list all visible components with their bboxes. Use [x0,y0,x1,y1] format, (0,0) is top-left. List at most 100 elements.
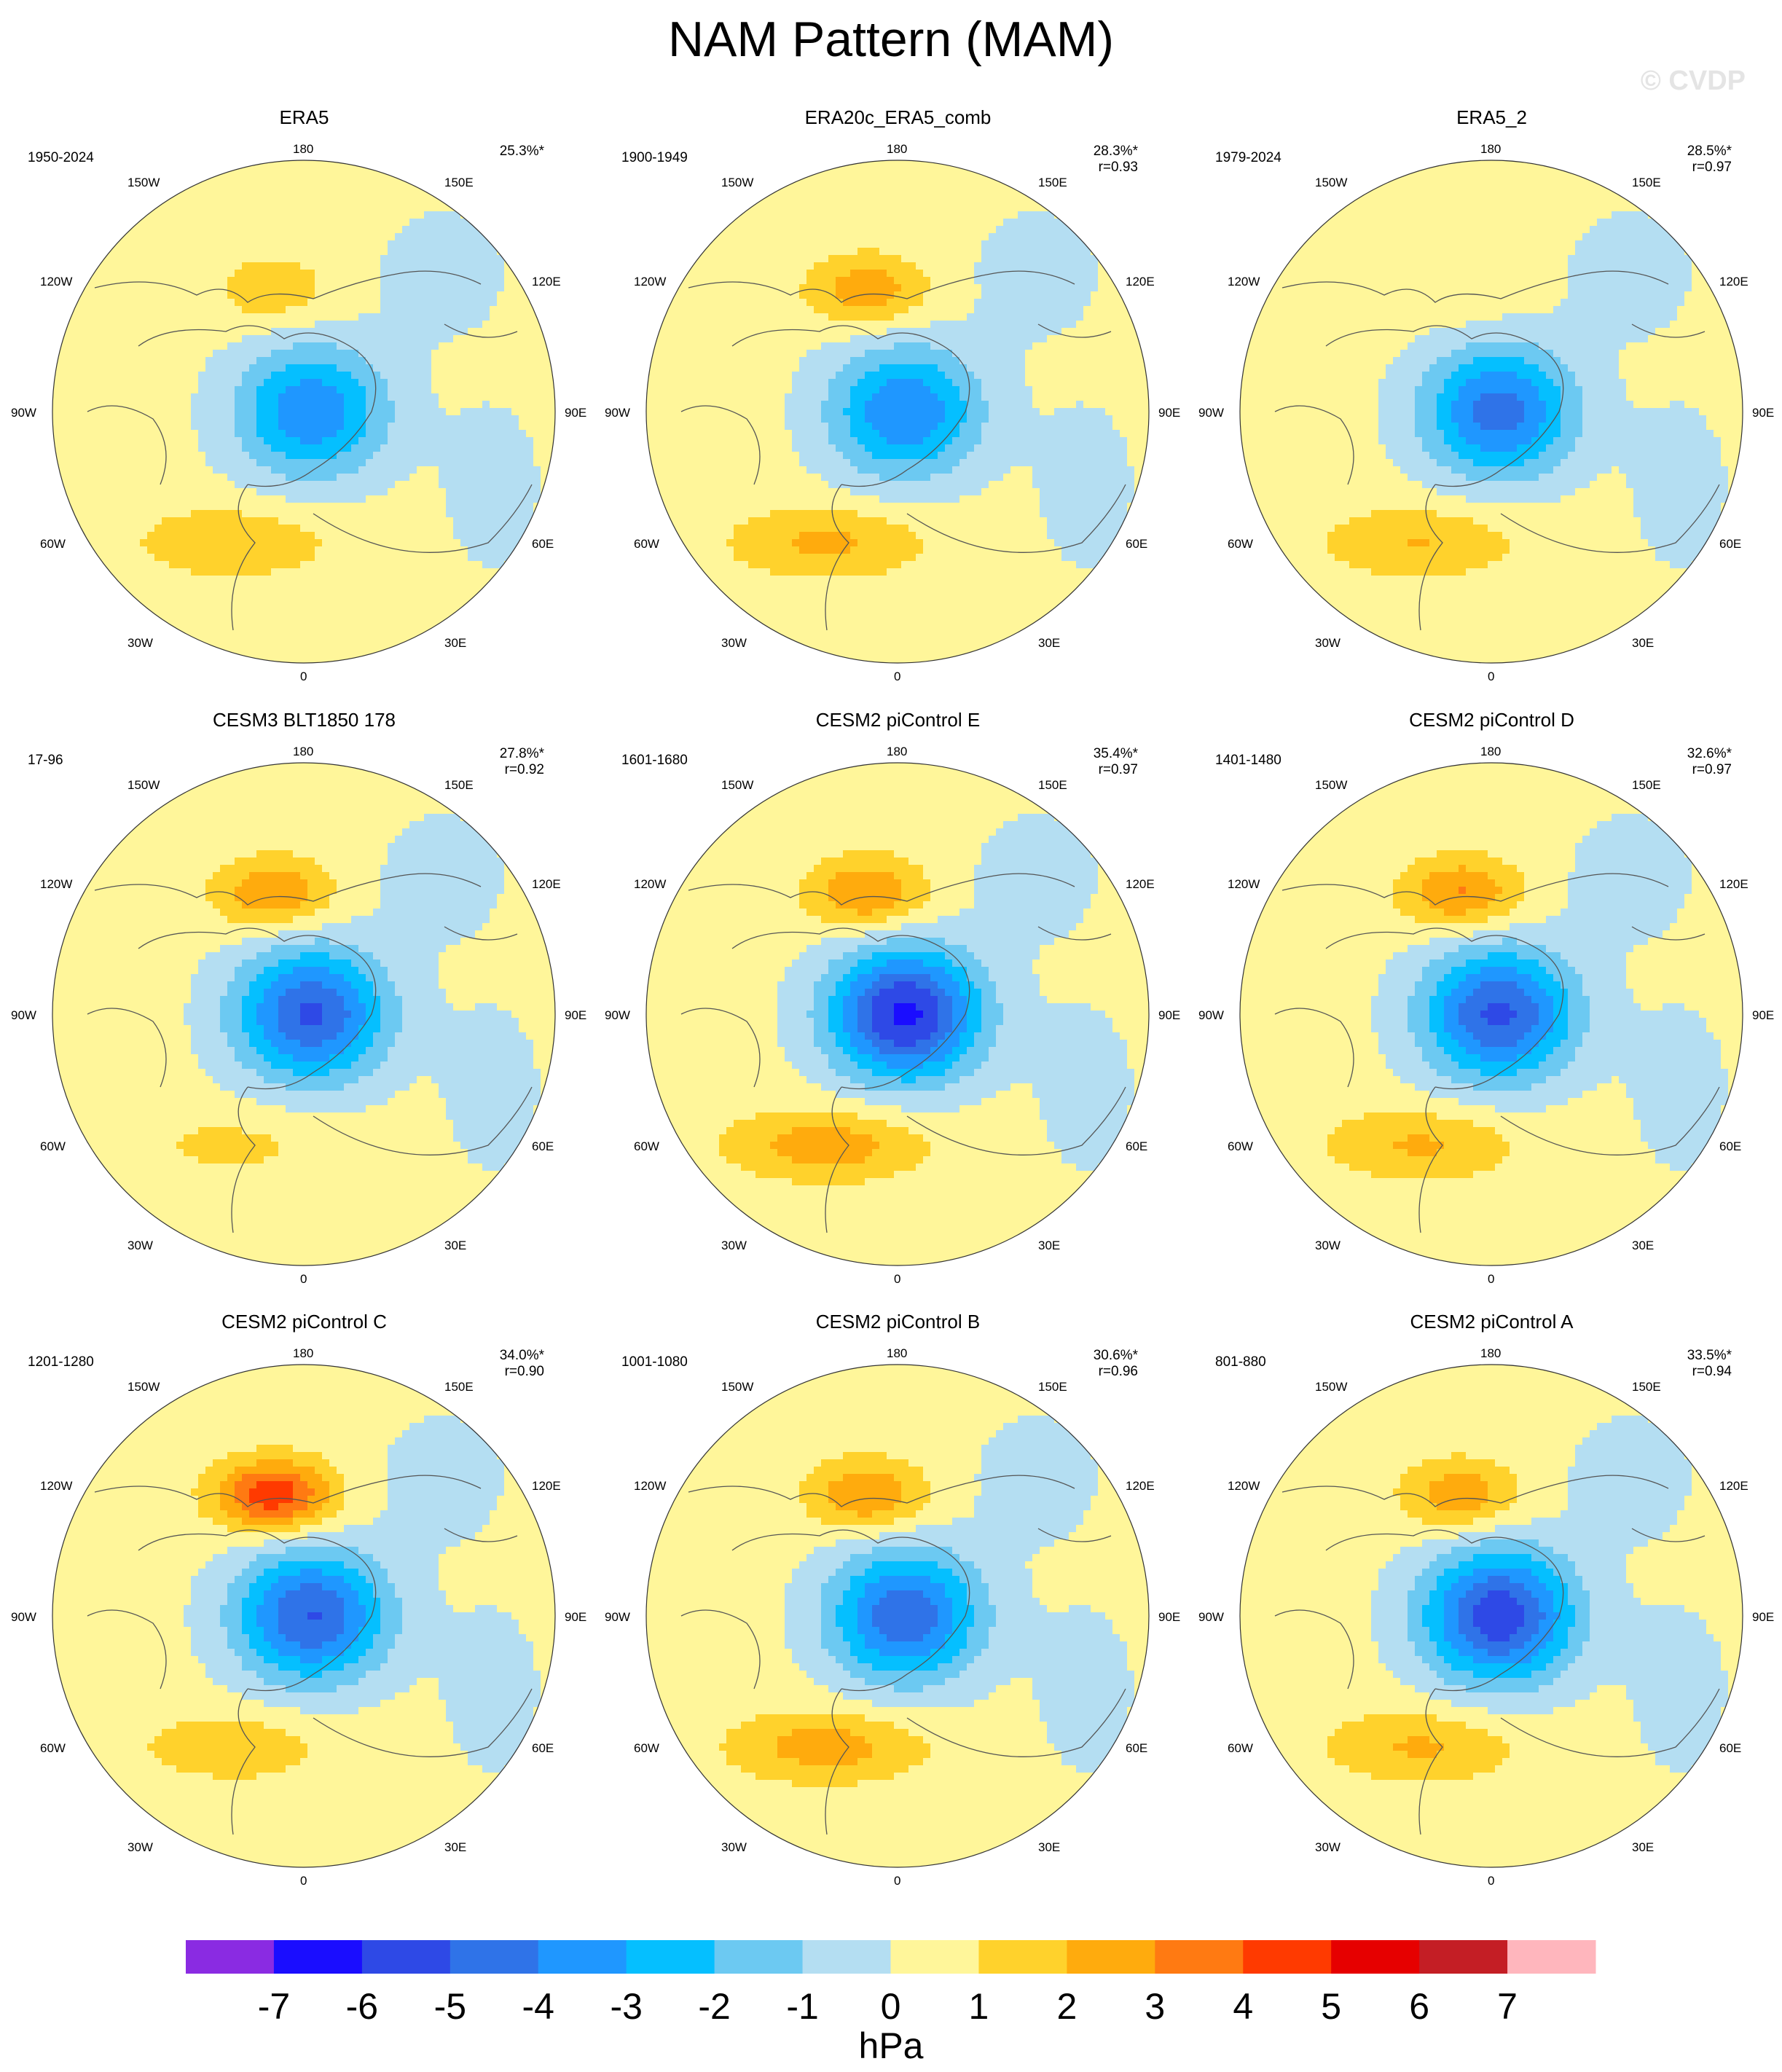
field-cell [519,408,527,416]
field-cell [118,408,126,416]
field-cell [1061,270,1069,278]
field-cell [857,175,866,183]
field-cell [1003,262,1011,270]
field-cell [1040,291,1048,299]
field-cell [329,656,337,663]
field-cell [89,401,97,409]
field-cell [300,219,308,227]
field-cell [300,291,308,299]
field-cell [424,262,432,270]
field-cell [307,612,315,620]
field-cell [307,168,315,176]
field-cell [916,175,924,183]
field-cell [154,197,162,205]
field-cell [366,452,374,460]
field-cell [872,160,880,168]
field-cell [417,532,425,540]
field-cell [380,277,388,285]
field-cell [548,393,555,401]
field-cell [96,430,104,438]
field-cell [490,393,498,401]
field-cell [417,568,425,576]
field-cell [351,335,359,343]
field-cell [1025,240,1033,248]
field-cell [337,539,345,547]
field-cell [154,481,162,489]
field-cell [806,233,815,241]
field-cell [242,415,250,423]
field-cell [154,517,162,525]
field-cell [118,277,126,285]
field-cell [785,306,793,314]
field-cell [799,197,807,205]
field-cell [755,306,764,314]
field-cell [337,503,345,511]
field-cell [344,488,352,496]
field-cell [307,503,315,511]
field-cell [490,313,498,321]
field-cell [271,634,279,642]
field-cell [242,546,250,554]
field-cell [1025,197,1033,205]
field-cell [235,299,243,307]
field-cell [307,219,315,227]
field-cell [504,532,512,540]
field-cell [191,408,199,416]
field-cell [453,219,461,227]
field-cell [981,248,989,256]
field-cell [468,350,476,358]
field-cell [89,474,97,482]
field-cell [286,576,294,584]
field-cell [388,532,396,540]
field-cell [118,321,126,329]
field-cell [249,641,257,649]
field-cell [777,255,785,263]
field-cell [67,459,75,467]
field-cell [872,189,880,197]
field-cell [497,255,505,263]
field-cell [286,299,294,307]
field-cell [191,313,199,321]
field-cell [439,466,447,474]
field-cell [351,211,359,219]
field-cell [446,430,454,438]
field-cell [1025,211,1033,219]
field-cell [1076,277,1084,285]
field-cell [235,233,243,241]
field-cell [734,233,742,241]
field-cell [468,576,476,584]
field-cell [959,306,967,314]
field-cell [945,175,953,183]
field-cell [125,321,133,329]
field-cell [872,299,880,307]
field-cell [504,466,512,474]
field-cell [526,437,534,445]
field-cell [460,262,468,270]
field-cell [409,189,417,197]
field-cell [541,408,549,416]
field-cell [315,612,323,620]
field-cell [67,466,75,474]
field-cell [227,488,235,496]
field-cell [1083,291,1091,299]
field-cell [213,539,221,547]
field-cell [734,277,742,285]
field-cell [431,517,439,525]
field-cell [526,335,534,343]
field-cell [271,175,279,183]
field-cell [388,401,396,409]
field-cell [162,554,170,562]
field-cell [140,444,148,452]
field-cell [184,532,192,540]
field-cell [446,466,454,474]
field-cell [821,248,829,256]
field-cell [453,328,461,336]
field-cell [89,554,97,562]
field-cell [541,495,549,503]
field-cell [162,342,170,350]
field-cell [307,532,315,540]
field-cell [468,444,476,452]
field-cell [205,444,213,452]
field-cell [366,270,374,278]
field-cell [154,240,162,248]
